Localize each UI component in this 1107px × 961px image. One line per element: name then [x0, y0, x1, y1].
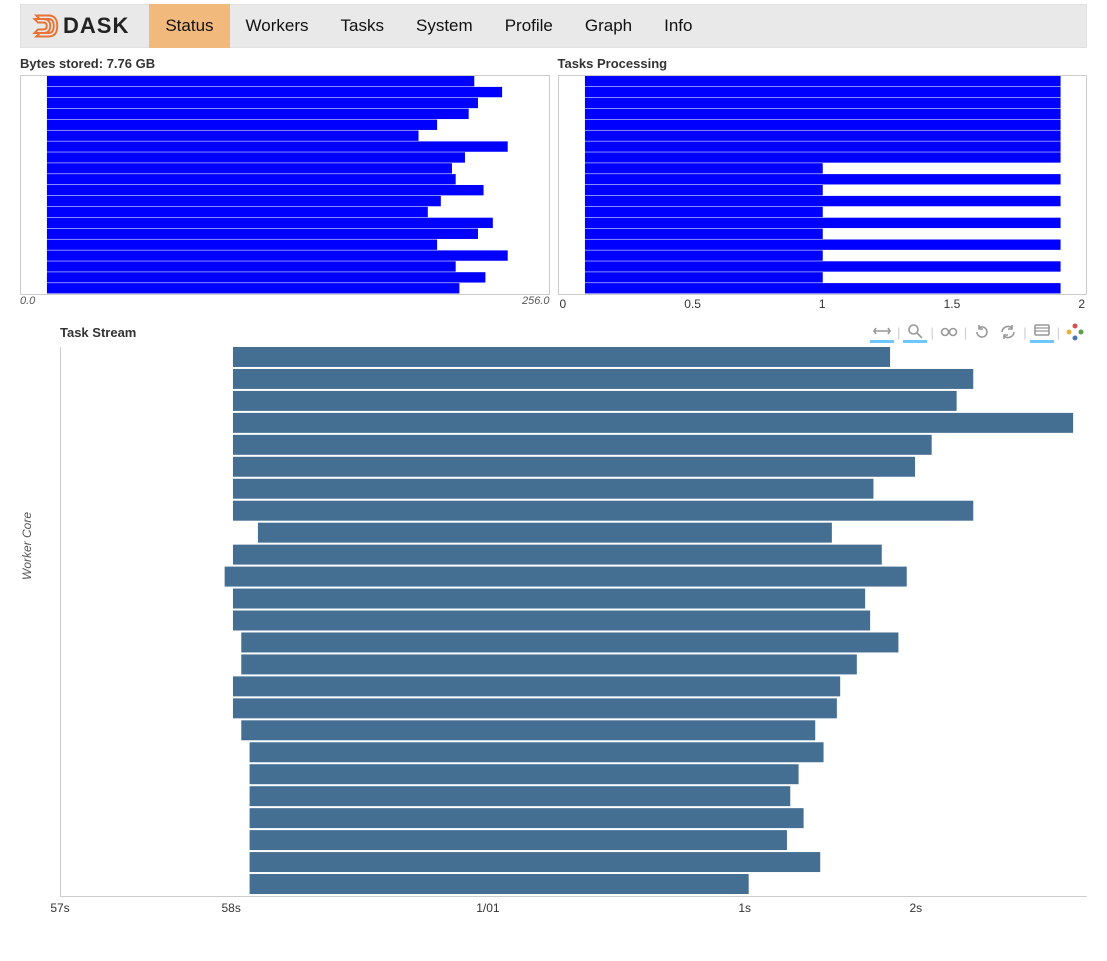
reset-icon[interactable]	[970, 321, 994, 343]
task-bar	[233, 676, 840, 696]
tab-system[interactable]: System	[400, 4, 489, 48]
toolbar-separator: |	[963, 325, 968, 340]
xtick: 58s	[221, 901, 240, 915]
xtick: 0	[560, 297, 567, 311]
top-charts-row: Bytes stored: 7.76 GB 0.0 256.0 Tasks Pr…	[0, 48, 1107, 313]
task-bar	[250, 808, 804, 828]
xtick: 0.5	[684, 297, 701, 311]
task-bar	[250, 786, 791, 806]
task-bar	[241, 720, 815, 740]
pan-icon[interactable]	[870, 321, 894, 343]
hover-icon[interactable]	[1030, 321, 1054, 343]
task-bar	[233, 391, 957, 411]
toolbar-separator: |	[896, 325, 901, 340]
xtick: 1	[819, 297, 826, 311]
task-bar	[258, 523, 832, 543]
logo-icon	[1063, 321, 1087, 343]
task-bar	[233, 413, 1073, 433]
tab-workers[interactable]: Workers	[230, 4, 325, 48]
toolbar-separator: |	[929, 325, 934, 340]
task-bar	[250, 742, 824, 762]
task-bar	[233, 501, 973, 521]
brand-text: DASK	[63, 13, 129, 39]
tab-graph[interactable]: Graph	[569, 4, 648, 48]
task-bar	[250, 830, 787, 850]
task-bar	[250, 874, 749, 894]
task-bar	[233, 479, 874, 499]
toolbar-separator: |	[1056, 325, 1061, 340]
task-bar	[233, 589, 865, 609]
tasks-processing-panel: Tasks Processing 0 0.5 1 1.5 2	[558, 56, 1088, 313]
task-bar	[233, 698, 837, 718]
task-bar	[233, 457, 915, 477]
task-bar	[250, 764, 799, 784]
tasks-processing-title: Tasks Processing	[558, 56, 1088, 71]
tab-profile[interactable]: Profile	[489, 4, 569, 48]
tasks-xaxis: 0 0.5 1 1.5 2	[558, 295, 1088, 313]
bytes-stored-panel: Bytes stored: 7.76 GB 0.0 256.0	[20, 56, 550, 313]
toolbar-separator: |	[1022, 325, 1027, 340]
task-bar	[233, 435, 932, 455]
task-stream-xaxis: 57s58s1/011s2s	[60, 897, 1087, 915]
brand-logo: DASK	[31, 12, 129, 40]
task-stream-title: Task Stream	[60, 325, 136, 340]
wheel-icon[interactable]	[937, 321, 961, 343]
tab-tasks[interactable]: Tasks	[325, 4, 400, 48]
bytes-xmin: 0.0	[20, 295, 35, 307]
xtick: 1.5	[944, 297, 961, 311]
task-bar	[233, 545, 882, 565]
xtick: 2s	[909, 901, 922, 915]
tab-status[interactable]: Status	[149, 4, 229, 48]
nav-tabs: StatusWorkersTasksSystemProfileGraphInfo	[149, 4, 708, 48]
navbar: DASK StatusWorkersTasksSystemProfileGrap…	[20, 4, 1087, 48]
xtick: 2	[1078, 297, 1085, 311]
xtick: 57s	[50, 901, 69, 915]
xtick: 1/01	[476, 901, 499, 915]
task-stream-ylabel: Worker Core	[20, 512, 34, 580]
bytes-stored-chart	[20, 75, 550, 295]
dask-icon	[31, 12, 59, 40]
task-bar	[233, 347, 890, 367]
task-bar	[233, 611, 870, 631]
task-bar	[241, 654, 857, 674]
task-bar	[250, 852, 821, 872]
bokeh-toolbar: | | | | |	[870, 321, 1087, 343]
bytes-stored-title: Bytes stored: 7.76 GB	[20, 56, 550, 71]
zoom-icon[interactable]	[903, 321, 927, 343]
tasks-processing-chart	[558, 75, 1088, 295]
task-bar	[241, 632, 898, 652]
task-bar	[233, 369, 973, 389]
task-stream-header: Task Stream | | | | |	[60, 321, 1087, 343]
tab-info[interactable]: Info	[648, 4, 708, 48]
task-bar	[225, 567, 907, 587]
task-stream-panel: Worker Core Task Stream | | | | | 57s 58s 1/01…	[0, 313, 1107, 915]
refresh-icon[interactable]	[996, 321, 1020, 343]
bytes-xmax: 256.0	[522, 295, 550, 307]
task-stream-chart	[60, 347, 1087, 897]
xtick: 1s	[738, 901, 751, 915]
